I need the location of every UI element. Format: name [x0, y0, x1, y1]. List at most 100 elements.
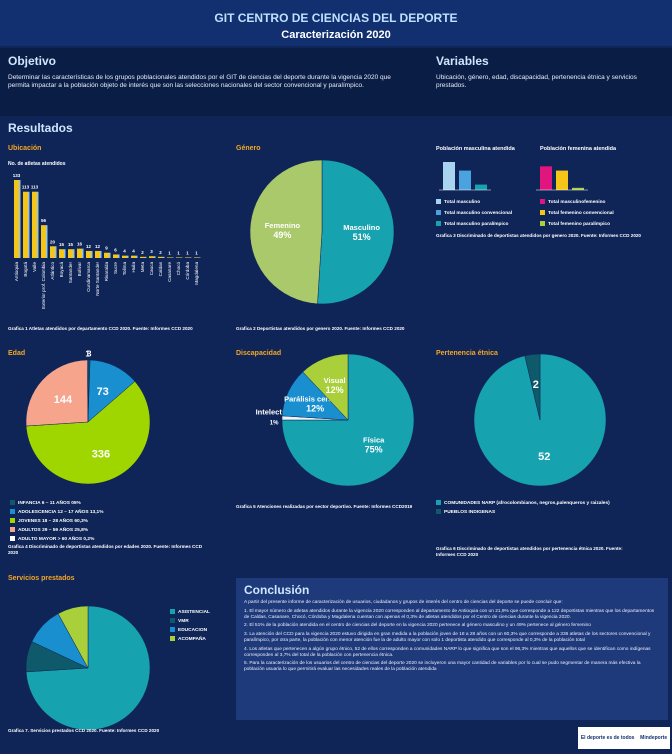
- bar: [149, 256, 154, 258]
- logo-text: Mindeporte: [640, 735, 668, 741]
- pie-label: Visual: [324, 376, 346, 385]
- x-tick-label: Cundinamarca: [86, 262, 91, 292]
- x-tick-label: Chocó: [176, 262, 181, 276]
- data-label: 15: [68, 242, 74, 247]
- section-text: Determinar las características de los gr…: [8, 74, 391, 89]
- data-label: 51%: [353, 232, 371, 242]
- legend-label: ADULTOS 29 – 59 AÑOS 25,8%: [18, 526, 89, 533]
- data-label: 6: [114, 247, 117, 252]
- legend-swatch: [10, 536, 15, 541]
- data-label: 4: [132, 249, 135, 254]
- data-label: 3: [87, 350, 92, 359]
- conclusion-paragraph: 2. El 51% de la población atendida en el…: [244, 623, 591, 629]
- chart-title: Ubicación: [8, 145, 41, 152]
- x-tick-label: Atlántico: [50, 262, 55, 280]
- bar: [475, 184, 487, 190]
- x-tick-label: Exterior prof. Colombia: [41, 262, 46, 309]
- data-label: 52: [538, 451, 550, 463]
- data-label: 113: [22, 185, 30, 190]
- section-title: Resultados: [8, 121, 73, 135]
- intro-band: [0, 48, 672, 116]
- section-title: Objetivo: [8, 54, 57, 68]
- x-tick-label: Antioquia: [14, 262, 19, 282]
- bar-shadow: [37, 191, 39, 258]
- bar: [443, 162, 455, 190]
- bar: [14, 180, 19, 258]
- conclusion-paragraph: 3. La atención del CCD para la vigencia …: [244, 632, 651, 643]
- data-label: 9: [105, 246, 108, 251]
- header-title: GIT CENTRO DE CIENCIAS DEL DEPORTE: [214, 11, 458, 25]
- bar-shadow: [91, 250, 93, 258]
- legend-swatch: [170, 627, 175, 632]
- data-label: 133: [13, 173, 21, 178]
- pie-label: Física: [363, 436, 385, 445]
- data-label: 56: [41, 218, 47, 223]
- legend-swatch: [436, 221, 441, 226]
- data-label: 113: [31, 185, 39, 190]
- conclusion-paragraph: A partir del presente informe de caracte…: [244, 600, 563, 605]
- legend-label: COMUNIDADES NARP (afrocolombianos, negro…: [444, 500, 610, 506]
- conclusion-paragraph: 1. El mayor número de atletas atendidos …: [244, 608, 655, 620]
- bar: [167, 257, 172, 258]
- bar-shadow: [64, 249, 66, 258]
- data-label: 2: [141, 250, 144, 255]
- bar: [556, 170, 568, 190]
- bar: [158, 256, 163, 258]
- bar: [86, 250, 91, 258]
- bar-shadow: [199, 257, 201, 258]
- bar: [104, 252, 109, 258]
- bar: [77, 248, 82, 258]
- legend-label: Total femenino convencional: [548, 210, 614, 216]
- data-label: 1%: [270, 421, 279, 427]
- data-label: 16: [77, 242, 83, 247]
- legend-swatch: [540, 221, 545, 226]
- legend-swatch: [10, 527, 15, 532]
- x-tick-label: Córdoba: [185, 262, 190, 280]
- pie-label: Intelectual: [256, 408, 293, 417]
- x-tick-label: Magdalena: [194, 262, 199, 285]
- data-label: 144: [54, 394, 73, 406]
- x-tick-label: Cauca: [149, 262, 154, 276]
- bar-shadow: [181, 257, 183, 258]
- pie-slice: [87, 359, 89, 423]
- pie-slice: [249, 159, 323, 305]
- legend-label: Total masculino paralímpico: [444, 221, 508, 227]
- chart-caption: Grafica 3 Discriminado de deportistas at…: [436, 233, 641, 238]
- pie-slice: [25, 359, 89, 427]
- bar: [23, 191, 28, 258]
- bar-shadow: [28, 191, 30, 258]
- chart-title: Servicios prestados: [8, 575, 75, 582]
- bar: [68, 249, 73, 258]
- x-tick-label: Santander: [68, 262, 73, 284]
- bar-shadow: [55, 246, 57, 258]
- bar: [50, 246, 55, 258]
- section-title: Variables: [436, 54, 489, 68]
- chart-caption: Grafica 7. Servicios prestados CCD 2020.…: [8, 728, 160, 733]
- section-text: Ubicación, género, edad, discapacidad, p…: [436, 74, 637, 89]
- bar-shadow: [172, 257, 174, 258]
- pie-label: Masculino: [343, 223, 380, 232]
- legend-swatch: [436, 509, 441, 514]
- pie-slice: [25, 381, 151, 485]
- chart-subtitle: No. de atletas atendidos: [8, 161, 66, 167]
- bar: [95, 250, 100, 258]
- bar-shadow: [100, 250, 102, 258]
- bar-shadow: [154, 256, 156, 258]
- bar-shadow: [163, 256, 165, 258]
- legend-label: Total femenino paralímpico: [548, 221, 610, 227]
- pie-slice: [302, 353, 349, 421]
- legend-label: ADOLESCENCIA 12 – 17 AÑOS 13,1%: [18, 508, 104, 515]
- legend-label: Total masculino: [444, 199, 480, 205]
- legend-swatch: [170, 618, 175, 623]
- bar: [122, 255, 127, 258]
- bar-shadow: [136, 255, 138, 258]
- data-label: 20: [50, 239, 56, 244]
- chart-caption: Grafica 1 Atletas atendidos por departam…: [8, 326, 193, 331]
- bar: [59, 249, 64, 258]
- data-label: 3: [150, 249, 153, 254]
- legend-swatch: [436, 199, 441, 204]
- legend-swatch: [170, 636, 175, 641]
- bar-shadow: [73, 249, 75, 258]
- legend-label: JOVENES 18 – 28 AÑOS 60,3%: [18, 517, 89, 524]
